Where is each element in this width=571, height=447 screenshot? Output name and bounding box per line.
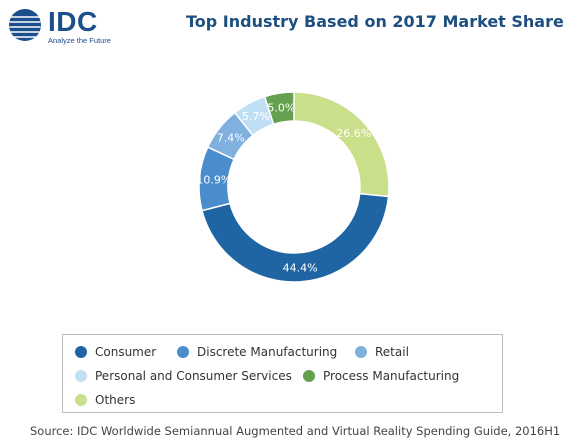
legend-swatch xyxy=(355,346,367,358)
legend-swatch xyxy=(303,370,315,382)
chart-legend: Consumer Discrete Manufacturing Retail Pers… xyxy=(62,334,503,413)
legend-label: Personal and Consumer Services xyxy=(95,369,292,383)
donut-chart: 26.6% 44.4% 10.9% 7.4% 5.7%5.0% xyxy=(196,91,390,283)
legend-label: Process Manufacturing xyxy=(323,369,460,383)
chart-title: Top Industry Based on 2017 Market Share xyxy=(186,12,564,31)
slice-label: 5.7% xyxy=(242,110,270,123)
legend-swatch xyxy=(75,346,87,358)
legend-item-others: Others xyxy=(75,393,135,407)
slice-process-manufacturing xyxy=(263,91,295,126)
legend-label: Consumer xyxy=(95,345,157,359)
slice-label: 10.9% xyxy=(196,174,231,187)
logo-wordmark: IDC xyxy=(48,6,98,37)
legend-label: Others xyxy=(95,393,136,407)
slice-consumer xyxy=(201,192,390,283)
slice-label: 44.4% xyxy=(283,261,318,274)
slice-label: 7.4% xyxy=(217,131,245,144)
legend-item-process-manufacturing: Process Manufacturing xyxy=(303,369,459,383)
source-note: Source: IDC Worldwide Semiannual Augment… xyxy=(30,424,561,438)
legend-swatch xyxy=(75,394,87,406)
legend-item-retail: Retail xyxy=(355,345,409,359)
legend-label: Retail xyxy=(375,345,409,359)
legend-swatch xyxy=(177,346,189,358)
legend-swatch xyxy=(75,370,87,382)
slice-label: 26.6% xyxy=(336,127,371,140)
legend-item-personal-and-consumer-services: Personal and Consumer Services xyxy=(75,369,292,383)
idc-logo: IDC Analyze the Future xyxy=(8,6,148,46)
legend-item-discrete-manufacturing: Discrete Manufacturing xyxy=(177,345,337,359)
slice-label: 5.0% xyxy=(267,101,295,114)
globe-icon xyxy=(9,9,41,41)
legend-label: Discrete Manufacturing xyxy=(197,345,338,359)
logo-tagline: Analyze the Future xyxy=(48,36,111,45)
legend-item-consumer: Consumer xyxy=(75,345,156,359)
slice-others xyxy=(293,91,390,198)
